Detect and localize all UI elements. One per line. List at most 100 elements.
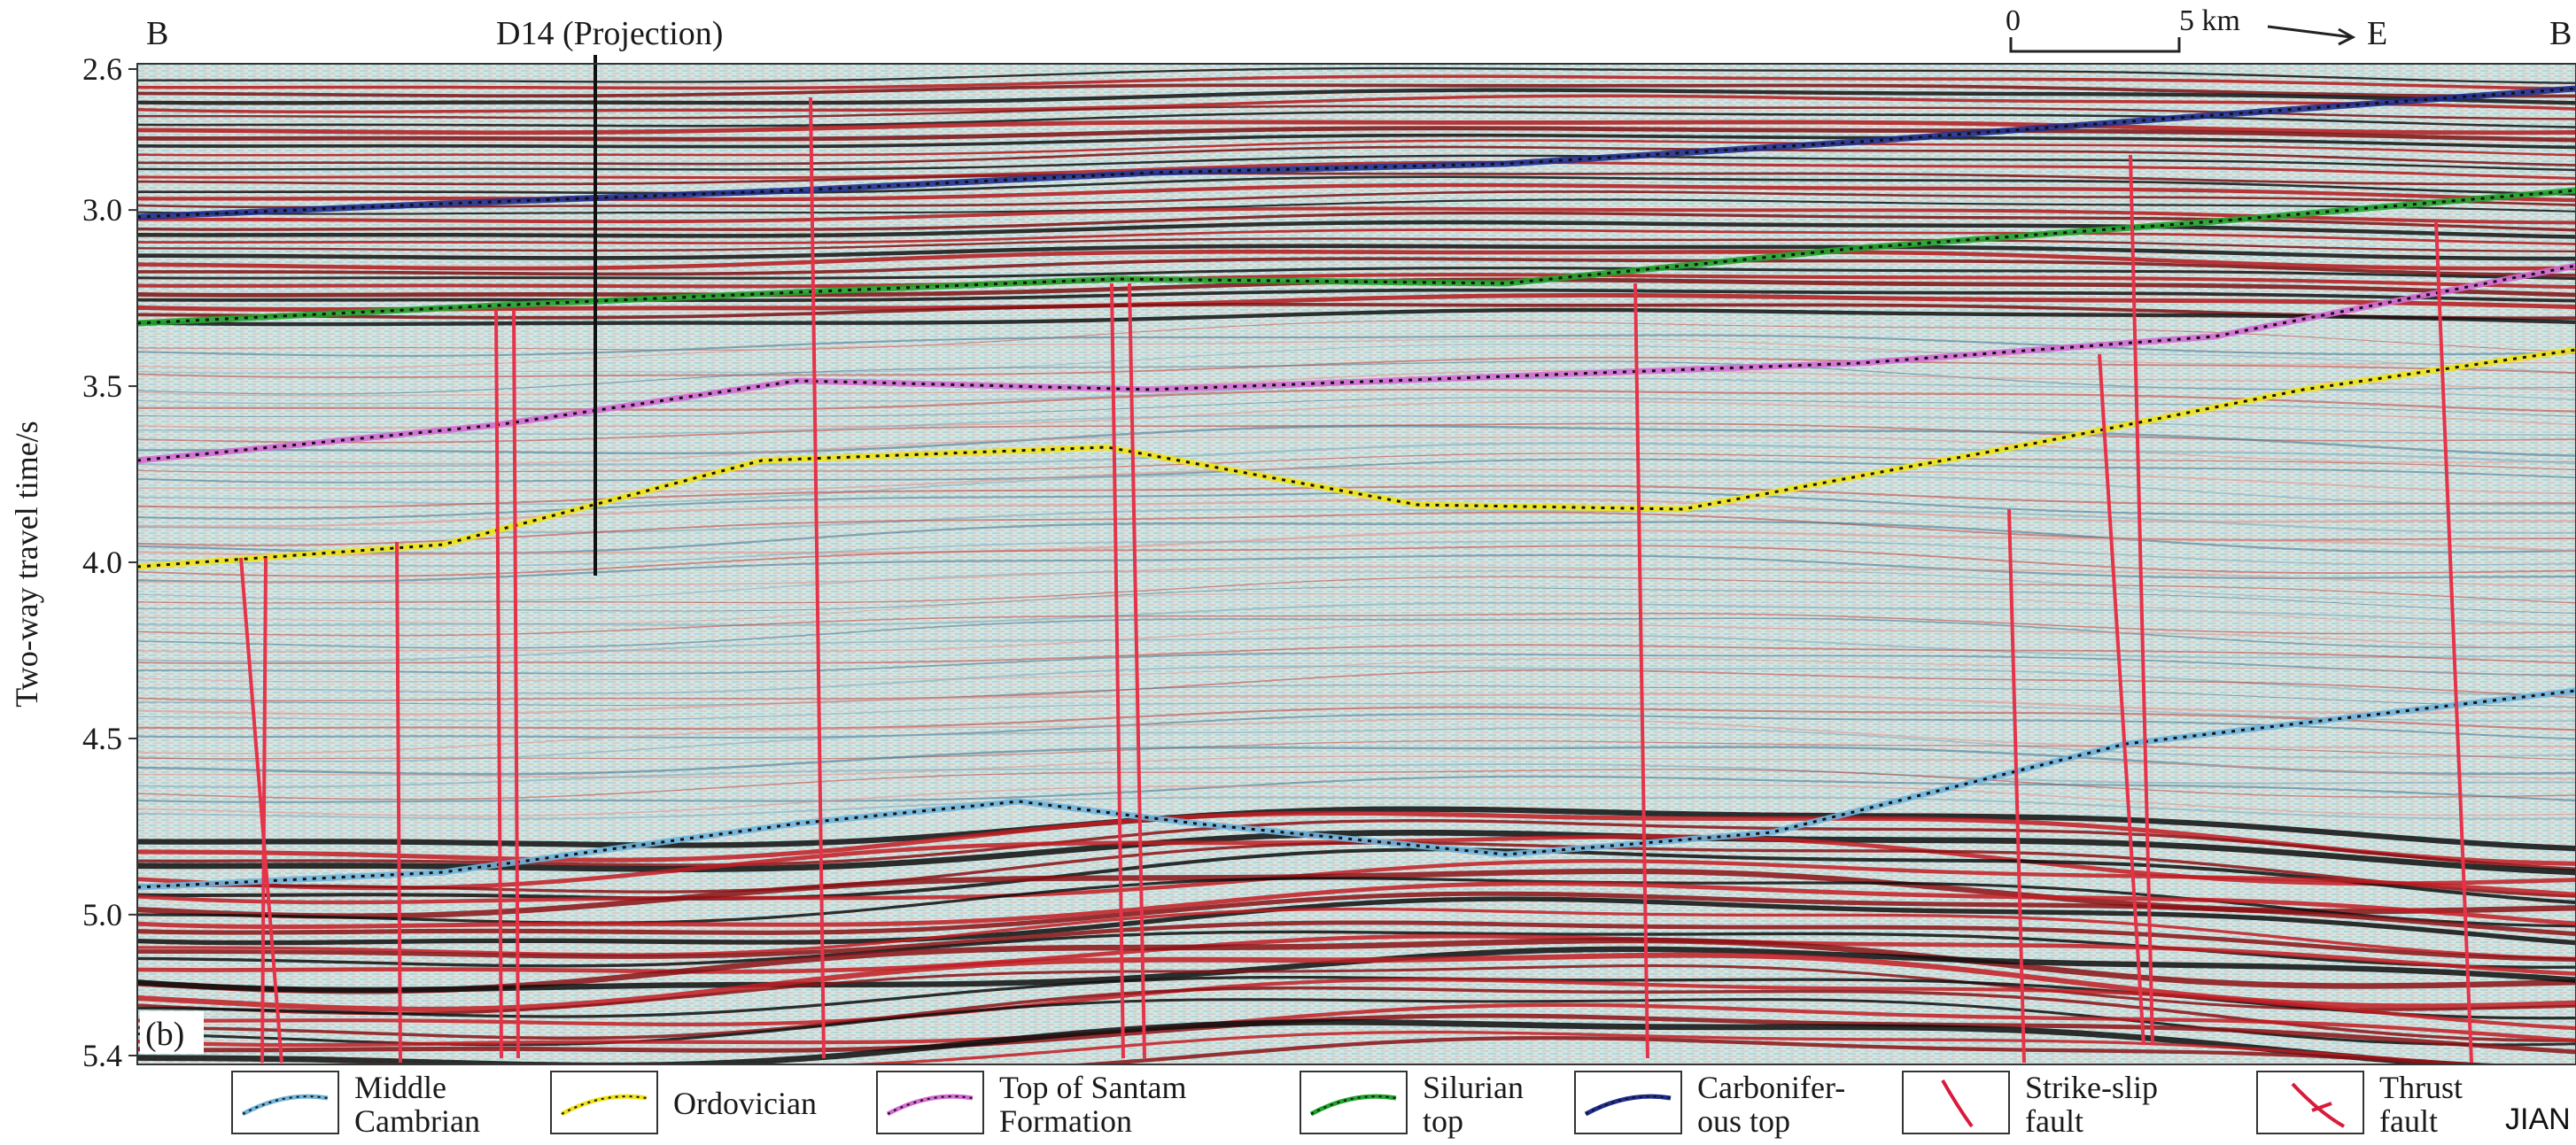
reflector-layer (137, 303, 2576, 321)
reflector-layer (137, 726, 2576, 762)
reflector-layer (137, 120, 2576, 135)
reflector-layer (137, 288, 2576, 303)
reflector-layers (137, 66, 2576, 1064)
reflector-layer (137, 244, 2576, 261)
dotted-horizon-icon (561, 1095, 648, 1115)
legend-swatch (1574, 1071, 1682, 1134)
reflector-layer (137, 1030, 2492, 1064)
reflector-layer (137, 652, 2576, 677)
reflector-layer (137, 88, 2576, 105)
reflector-layer (137, 612, 2576, 637)
reflector-layer (137, 344, 2576, 374)
y-tick-label: 4.5 (82, 721, 122, 756)
reflector-layer (137, 133, 2576, 150)
reflector-layer (137, 228, 2576, 245)
reflector-layer (137, 986, 2576, 1042)
reflector-layer (137, 139, 2576, 157)
reflector-layer (137, 657, 2576, 683)
reflector-layer (137, 755, 2576, 780)
reflector-layer (137, 623, 2576, 654)
reflector-layer (137, 896, 2576, 946)
reflector-layer (137, 713, 2576, 740)
reflector-layer (137, 529, 2576, 556)
reflector-layer (137, 545, 2576, 577)
legend-label-line1: Carbonifer- (1697, 1070, 1845, 1105)
reflector-layer (137, 267, 2576, 281)
reflector-layer (137, 337, 2576, 370)
y-tick-label: 5.0 (82, 897, 122, 932)
reflector-layer (137, 154, 2576, 172)
reflector-layer (137, 273, 2576, 290)
reflector-layer (137, 369, 2576, 397)
legend-label-line2: fault (2379, 1103, 2438, 1139)
reflector-layer (137, 356, 2576, 379)
reflector-layer (137, 66, 2576, 85)
reflector-layer (137, 206, 2576, 225)
reflector-layer (137, 586, 2576, 615)
legend-item: Ordovician (550, 1071, 817, 1134)
reflector-layer (137, 763, 2576, 788)
reflector-layer (137, 601, 2576, 627)
reflector-layer (137, 920, 2576, 963)
fault-line (2007, 508, 2026, 1064)
fault-line (2098, 353, 2145, 1046)
fault-line (1633, 282, 1649, 1059)
fault-lines (239, 97, 2473, 1064)
reflector-layer (137, 400, 2576, 429)
reflector-layer (137, 669, 2576, 702)
well-label: D14 (Projection) (496, 15, 723, 52)
reflector-layer (137, 145, 2576, 166)
fault-line (512, 309, 520, 1059)
fault-line (395, 541, 402, 1064)
legend-label-line2: Cambrian (354, 1103, 480, 1139)
reflector-layer (137, 292, 2576, 312)
fault-line (1110, 282, 1125, 1059)
legend-label-line2: fault (2025, 1103, 2083, 1139)
reflector-layer (137, 617, 2576, 649)
legend-label-line1: Silurian (1423, 1070, 1524, 1105)
legend-item: Carbonifer-ous top (1574, 1070, 1845, 1139)
legend-swatch (2256, 1071, 2364, 1134)
reflector-layer (137, 474, 2576, 506)
fault-line (494, 309, 503, 1059)
legend-label-line2: ous top (1697, 1103, 1790, 1139)
legend-label-line1: Ordovician (673, 1086, 817, 1121)
reflector-layer (137, 859, 2576, 905)
scale-bar: 0 5 km E (2006, 4, 2387, 53)
legend-label-line2: Formation (999, 1103, 1132, 1139)
reflector-layer (137, 847, 2576, 905)
reflector-layer (137, 1018, 2518, 1064)
reflector-layer (137, 739, 2576, 761)
y-tick-label: 3.5 (82, 368, 122, 404)
reflector-layer (137, 998, 2576, 1047)
reflector-layer (137, 964, 2576, 1016)
interpreted-horizons (137, 85, 2576, 891)
reflector-layer (137, 190, 2576, 209)
reflector-layer (137, 746, 2576, 776)
reflector-layer (137, 160, 2576, 180)
legend-label-line1: Thrust (2379, 1070, 2463, 1105)
reflector-layer (137, 569, 2576, 602)
y-tick-label: 5.4 (82, 1038, 122, 1073)
dotted-horizon-icon (887, 1095, 974, 1115)
reflector-layer (137, 907, 2576, 961)
reflector-layer (137, 933, 2576, 977)
dotted-horizon-icon (242, 1095, 329, 1115)
reflector-layer (137, 104, 2576, 120)
legend-label-line1: Strike-slip (2025, 1070, 2158, 1105)
legend-label-line1: Top of Santam (999, 1070, 1186, 1105)
reflector-layer (137, 692, 2576, 716)
fault-line (2129, 154, 2154, 1046)
reflector-layer (137, 83, 2576, 98)
reflector-layer (1061, 1035, 2487, 1064)
reflector-layer (137, 442, 2576, 468)
reflector-layer (137, 237, 2576, 252)
y-axis-label: Two-way travel time/s (9, 421, 44, 707)
reflector-layer (137, 978, 2576, 1031)
legend-swatch (876, 1071, 984, 1134)
ordovician-horizon (137, 348, 2576, 569)
